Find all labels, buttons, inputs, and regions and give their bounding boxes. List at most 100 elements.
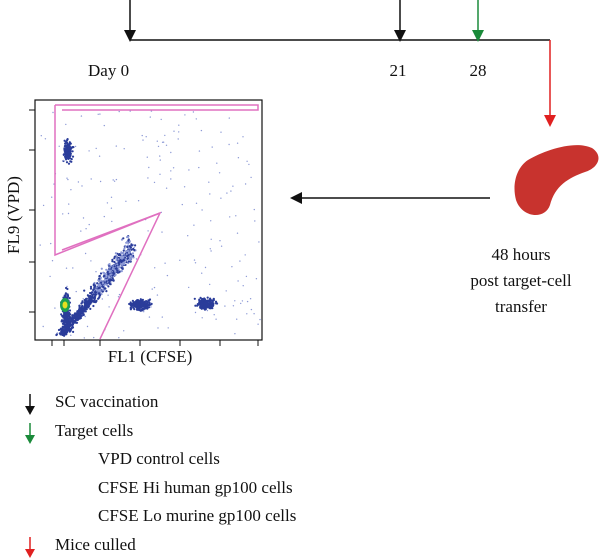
event-dot bbox=[237, 280, 239, 282]
event-dot bbox=[198, 303, 201, 306]
event-dot bbox=[65, 123, 67, 126]
event-dot bbox=[148, 306, 151, 309]
arrow-head bbox=[124, 30, 136, 42]
event-dot bbox=[77, 181, 80, 183]
event-dot bbox=[78, 313, 81, 316]
event-dot bbox=[91, 291, 94, 294]
event-dot bbox=[39, 244, 41, 246]
event-dot bbox=[84, 252, 87, 255]
event-dot bbox=[114, 269, 117, 272]
event-dot bbox=[71, 315, 74, 318]
event-dot bbox=[245, 275, 248, 278]
event-dot bbox=[58, 145, 60, 147]
event-dot bbox=[55, 333, 58, 337]
event-dot bbox=[78, 316, 82, 320]
event-dot bbox=[99, 180, 102, 183]
event-dot bbox=[137, 308, 140, 311]
event-dot bbox=[59, 333, 62, 336]
event-dot bbox=[199, 296, 202, 299]
event-dot bbox=[56, 332, 58, 334]
event-dot bbox=[203, 302, 206, 305]
event-dot bbox=[156, 294, 159, 296]
event-dot bbox=[236, 318, 238, 320]
event-dot bbox=[64, 318, 67, 321]
event-dot bbox=[246, 300, 249, 303]
event-dot bbox=[82, 298, 84, 300]
event-dot bbox=[88, 150, 90, 152]
event-dot bbox=[202, 306, 205, 309]
event-dot bbox=[210, 238, 212, 240]
event-dot bbox=[57, 328, 61, 332]
event-dot bbox=[151, 288, 153, 290]
event-dot bbox=[118, 263, 121, 266]
event-dot bbox=[210, 220, 212, 222]
event-dot bbox=[113, 260, 116, 264]
arrow-head bbox=[394, 30, 406, 42]
event-dot bbox=[85, 308, 88, 311]
event-dot bbox=[127, 239, 130, 242]
event-dot bbox=[95, 288, 98, 291]
event-dot bbox=[82, 310, 86, 313]
event-dot bbox=[107, 275, 110, 278]
event-dot bbox=[126, 257, 130, 260]
event-dot bbox=[211, 146, 213, 148]
event-dot bbox=[107, 294, 109, 296]
event-dot bbox=[153, 181, 156, 184]
event-dot bbox=[54, 307, 56, 309]
event-dot bbox=[248, 163, 250, 166]
event-dot bbox=[85, 297, 88, 300]
event-dot bbox=[110, 196, 113, 198]
event-dot bbox=[133, 248, 136, 252]
event-dot bbox=[232, 305, 235, 307]
event-dot bbox=[136, 302, 139, 305]
event-dot bbox=[177, 138, 179, 140]
event-dot bbox=[198, 301, 201, 304]
event-dot bbox=[219, 240, 221, 242]
event-dot bbox=[170, 170, 172, 172]
event-dot bbox=[147, 177, 149, 179]
event-dot bbox=[81, 301, 84, 304]
event-dot bbox=[84, 303, 87, 306]
event-dot bbox=[159, 173, 161, 175]
event-dot bbox=[85, 228, 87, 230]
event-dot bbox=[63, 145, 66, 148]
event-dot bbox=[140, 308, 143, 311]
event-dot bbox=[150, 302, 153, 305]
event-dot bbox=[214, 300, 218, 303]
event-dot bbox=[194, 304, 197, 307]
event-dot bbox=[97, 292, 101, 295]
event-dot bbox=[128, 258, 131, 261]
event-dot bbox=[89, 298, 92, 301]
event-dot bbox=[128, 251, 131, 254]
event-dot bbox=[86, 325, 89, 328]
event-dot bbox=[70, 319, 73, 322]
event-dot bbox=[105, 283, 109, 286]
event-dot bbox=[50, 242, 52, 245]
event-dot bbox=[81, 185, 83, 187]
event-dot bbox=[161, 316, 163, 318]
event-dot bbox=[237, 157, 240, 159]
event-dot bbox=[60, 320, 63, 323]
event-dot bbox=[102, 285, 105, 289]
event-dot bbox=[207, 303, 210, 307]
event-dot bbox=[216, 162, 218, 164]
event-dot bbox=[201, 272, 203, 274]
event-dot bbox=[118, 110, 120, 113]
event-dot bbox=[66, 139, 69, 142]
event-dot bbox=[228, 143, 230, 146]
event-dot bbox=[42, 204, 45, 207]
event-dot bbox=[71, 150, 74, 153]
event-dot bbox=[156, 140, 158, 142]
event-dot bbox=[188, 286, 190, 289]
event-dot bbox=[206, 296, 209, 299]
event-dot bbox=[116, 263, 119, 266]
event-dot bbox=[229, 216, 231, 218]
event-dot bbox=[65, 161, 69, 164]
event-dot bbox=[65, 149, 69, 152]
event-dot bbox=[228, 117, 230, 119]
event-dot bbox=[42, 325, 44, 328]
event-dot bbox=[254, 220, 256, 222]
event-dot bbox=[117, 296, 120, 298]
event-dot bbox=[118, 270, 121, 273]
